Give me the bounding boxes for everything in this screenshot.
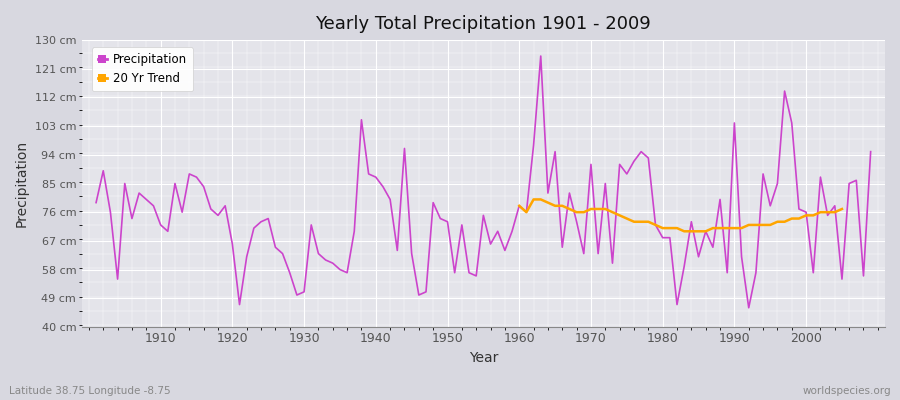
- Legend: Precipitation, 20 Yr Trend: Precipitation, 20 Yr Trend: [92, 48, 193, 91]
- Text: worldspecies.org: worldspecies.org: [803, 386, 891, 396]
- X-axis label: Year: Year: [469, 351, 498, 365]
- Title: Yearly Total Precipitation 1901 - 2009: Yearly Total Precipitation 1901 - 2009: [316, 15, 652, 33]
- Text: Latitude 38.75 Longitude -8.75: Latitude 38.75 Longitude -8.75: [9, 386, 171, 396]
- Y-axis label: Precipitation: Precipitation: [15, 140, 29, 227]
